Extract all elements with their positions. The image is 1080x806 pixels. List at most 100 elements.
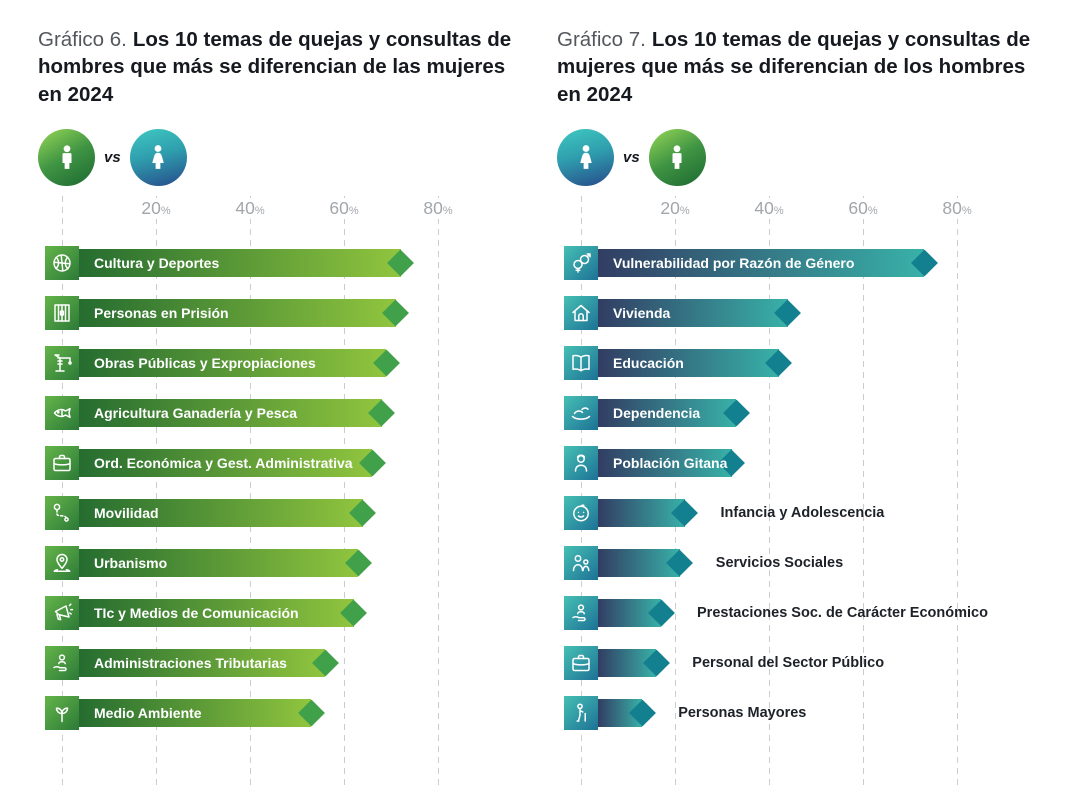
bar-row: Prestaciones Soc. de Carácter Económico xyxy=(557,596,1050,630)
gridline-60 xyxy=(863,196,864,786)
bar-1-8 xyxy=(598,649,670,677)
map-pin-icon xyxy=(45,546,79,580)
bar-row: Educación xyxy=(557,346,1050,380)
bar-tip-diamond xyxy=(368,399,396,427)
chart-women-title: Gráfico 7. Los 10 temas de quejas y consu… xyxy=(557,26,1050,114)
gridline-20 xyxy=(156,196,157,786)
plot-area: 20% 40% 60% 80% Cultura y Deportes Personas e… xyxy=(38,196,531,786)
gender-icon xyxy=(564,246,598,280)
bar-1-9 xyxy=(598,699,656,727)
bar-row: Personal del Sector Público xyxy=(557,646,1050,680)
female-circle-icon xyxy=(557,128,614,186)
bar-row: Obras Públicas y Expropiaciones xyxy=(38,346,531,380)
bar-tip-diamond xyxy=(349,499,377,527)
bar-label: Población Gitana xyxy=(613,455,728,471)
bar-label: Infancia y Adolescencia xyxy=(720,505,885,521)
chart-women-title-prefix: Gráfico 7. xyxy=(557,28,646,51)
hand-person-icon xyxy=(45,646,79,680)
prison-icon xyxy=(45,296,79,330)
bar-label: Medio Ambiente xyxy=(94,705,202,721)
female-circle-icon xyxy=(129,128,187,186)
bar-tip-diamond xyxy=(666,549,694,577)
bar-0-8: Administraciones Tributarias xyxy=(79,649,339,677)
bar-label: Movilidad xyxy=(94,505,159,521)
bar-row: Personas Mayores xyxy=(557,696,1050,730)
bar-row: Administraciones Tributarias xyxy=(38,646,531,680)
bar-row: Vivienda xyxy=(557,296,1050,330)
briefcase-icon xyxy=(45,446,79,480)
bar-0-2: Obras Públicas y Expropiaciones xyxy=(79,349,400,377)
gridline-40 xyxy=(769,196,770,786)
bar-row: TIc y Medios de Comunicación xyxy=(38,596,531,630)
gridline-80 xyxy=(957,196,958,786)
bar-label: Vulnerabilidad por Razón de Género xyxy=(613,255,855,271)
caring-hands-icon xyxy=(564,396,598,430)
bar-0-4: Ord. Económica y Gest. Administrativa xyxy=(79,449,386,477)
bar-tip-diamond xyxy=(774,299,802,327)
bar-tip-diamond xyxy=(671,499,698,527)
axis-tick-60: 60% xyxy=(325,198,363,219)
bar-1-0: Vulnerabilidad por Razón de Género xyxy=(598,249,938,277)
axis-tick-20: 20% xyxy=(137,198,175,219)
gridline-60 xyxy=(344,196,345,786)
sprout-icon xyxy=(45,696,79,730)
bar-0-9: Medio Ambiente xyxy=(79,699,325,727)
book-icon xyxy=(564,346,598,380)
bar-label: Ord. Económica y Gest. Administrativa xyxy=(94,455,353,471)
gridline-0 xyxy=(581,196,582,786)
vs-label: vs xyxy=(623,148,640,166)
bar-1-5 xyxy=(598,499,698,527)
bar-tip-diamond xyxy=(358,449,386,477)
bar-row: Servicios Sociales xyxy=(557,546,1050,580)
bar-label: Personas Mayores xyxy=(678,705,807,721)
bar-label: Urbanismo xyxy=(94,555,168,571)
bar-1-1: Vivienda xyxy=(598,299,802,327)
bar-row: Ord. Económica y Gest. Administrativa xyxy=(38,446,531,480)
bar-row: Vulnerabilidad por Razón de Género xyxy=(557,246,1050,280)
bar-row: Urbanismo xyxy=(38,546,531,580)
axis-tick-40: 40% xyxy=(750,198,788,219)
bar-label: Personal del Sector Público xyxy=(692,655,885,671)
chart-men-title: Gráfico 6. Los 10 temas de quejas y consu… xyxy=(38,26,531,114)
megaphone-icon xyxy=(45,596,79,630)
elder-icon xyxy=(564,696,598,730)
bar-label: Agricultura Ganadería y Pesca xyxy=(94,405,298,421)
bar-label: Educación xyxy=(613,355,684,371)
briefcase-icon xyxy=(564,646,598,680)
bar-label: TIc y Medios de Comunicación xyxy=(94,605,299,621)
bar-tip-diamond xyxy=(765,349,792,377)
bar-1-3: Dependencia xyxy=(598,399,750,427)
bar-tip-diamond xyxy=(628,699,656,727)
plot-area: 20% 40% 60% 80% Vulnerabilidad por Razón de … xyxy=(557,196,1050,786)
bar-label: Cultura y Deportes xyxy=(94,255,220,271)
bar-row: Población Gitana xyxy=(557,446,1050,480)
bar-1-7 xyxy=(598,599,675,627)
bar-row: Dependencia xyxy=(557,396,1050,430)
bar-0-0: Cultura y Deportes xyxy=(79,249,414,277)
route-icon xyxy=(45,496,79,530)
bar-label: Prestaciones Soc. de Carácter Económico xyxy=(697,605,988,621)
bar-row: Cultura y Deportes xyxy=(38,246,531,280)
woman-icon xyxy=(564,446,598,480)
bar-label: Administraciones Tributarias xyxy=(94,655,287,671)
bar-0-3: Agricultura Ganadería y Pesca xyxy=(79,399,396,427)
axis-tick-80: 80% xyxy=(938,198,976,219)
gridline-0 xyxy=(62,196,63,786)
bar-row: Agricultura Ganadería y Pesca xyxy=(38,396,531,430)
bar-0-1: Personas en Prisión xyxy=(79,299,410,327)
bar-tip-diamond xyxy=(311,649,339,677)
bar-tip-diamond xyxy=(647,599,675,627)
bar-tip-diamond xyxy=(344,549,372,577)
chart-women: Gráfico 7. Los 10 temas de quejas y consu… xyxy=(557,26,1050,786)
chart-men-title-prefix: Gráfico 6. xyxy=(38,28,127,51)
male-circle-icon xyxy=(648,128,706,186)
crane-icon xyxy=(45,346,79,380)
bar-tip-diamond xyxy=(297,699,325,727)
bar-1-6 xyxy=(598,549,694,577)
bar-label: Personas en Prisión xyxy=(94,305,229,321)
gridline-40 xyxy=(250,196,251,786)
bar-tip-diamond xyxy=(372,349,400,377)
baby-icon xyxy=(564,496,598,530)
bar-row: Movilidad xyxy=(38,496,531,530)
bar-row: Medio Ambiente xyxy=(38,696,531,730)
